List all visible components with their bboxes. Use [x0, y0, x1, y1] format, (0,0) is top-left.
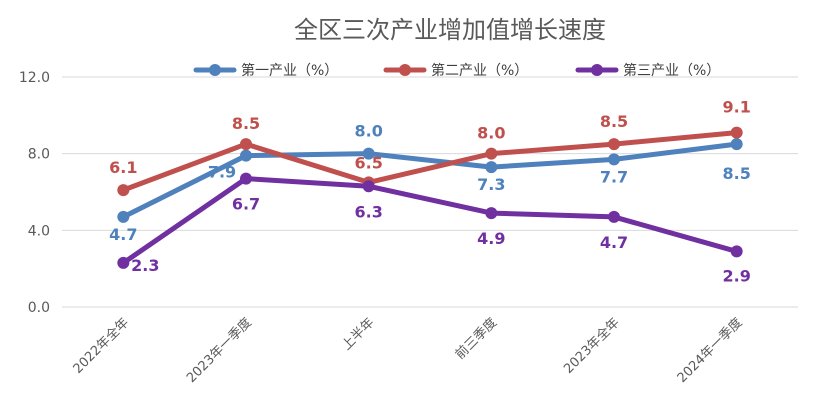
x-axis: 2022年全年 2023年一季度 上半年 前三季度 2023年全年 2024年一季度 — [70, 315, 746, 386]
data-label: 7.9 — [208, 163, 236, 182]
series-line — [120, 130, 740, 193]
y-tick-label: 12.0 — [19, 70, 50, 86]
series-line — [120, 141, 740, 220]
data-label: 4.9 — [477, 229, 505, 248]
data-label: 8.5 — [600, 112, 628, 131]
data-label: 6.1 — [109, 158, 137, 177]
data-point — [730, 138, 743, 151]
data-point — [240, 138, 252, 151]
series-line — [120, 176, 740, 266]
data-label: 4.7 — [600, 233, 628, 252]
x-tick-label: 2023年全年 — [561, 315, 623, 377]
y-tick-label: 0.0 — [28, 300, 50, 316]
y-axis: 12.0 8.0 4.0 0.0 — [19, 70, 50, 316]
legend-marker — [591, 64, 603, 76]
legend-label: 第一产业（%） — [241, 62, 338, 79]
data-point — [240, 149, 252, 162]
data-point — [608, 210, 620, 223]
y-tick-label: 4.0 — [28, 223, 50, 239]
data-point — [608, 153, 620, 166]
data-label: 8.0 — [354, 122, 382, 141]
y-tick-label: 8.0 — [28, 147, 50, 163]
data-point — [485, 207, 498, 220]
data-label: 6.5 — [354, 153, 382, 172]
data-label: 9.1 — [722, 98, 750, 117]
data-point — [730, 245, 743, 258]
data-label: 7.7 — [600, 167, 628, 186]
data-point — [730, 126, 743, 139]
x-tick-label: 2024年一季度 — [674, 315, 745, 386]
data-point — [362, 147, 375, 160]
data-point — [240, 172, 252, 185]
data-label: 4.7 — [109, 225, 137, 244]
data-point — [117, 256, 130, 269]
data-label: 6.7 — [232, 195, 260, 214]
data-label: 2.9 — [722, 266, 750, 285]
data-point — [485, 147, 498, 160]
data-point — [117, 210, 130, 223]
data-label: 6.3 — [354, 202, 382, 221]
data-point — [117, 184, 130, 197]
data-label: 7.3 — [477, 175, 505, 194]
data-label: 8.5 — [232, 114, 260, 133]
x-tick-label: 前三季度 — [452, 315, 500, 363]
legend-label: 第二产业（%） — [431, 62, 528, 79]
data-point — [362, 180, 375, 193]
data-label: 8.0 — [477, 124, 505, 143]
data-point — [608, 138, 620, 151]
legend-marker — [399, 64, 411, 76]
legend-label: 第三产业（%） — [623, 62, 720, 79]
data-label: 2.3 — [131, 256, 159, 275]
x-tick-label: 上半年 — [339, 315, 377, 353]
chart-title: 全区三次产业增加值增长速度 — [294, 16, 606, 44]
data-point — [485, 161, 498, 174]
x-tick-label: 2023年一季度 — [183, 315, 254, 386]
data-labels: 4.7 7.9 8.0 7.3 7.7 8.5 6.1 8.5 6.5 8.0 8.5 9.1 2.3 6… — [109, 98, 751, 286]
series-layer — [117, 126, 743, 269]
legend-marker — [209, 64, 221, 76]
data-label: 8.5 — [722, 164, 750, 183]
x-tick-label: 2022年全年 — [70, 315, 132, 377]
legend: 第一产业（%） 第二产业（%） 第三产业（%） — [193, 62, 720, 79]
